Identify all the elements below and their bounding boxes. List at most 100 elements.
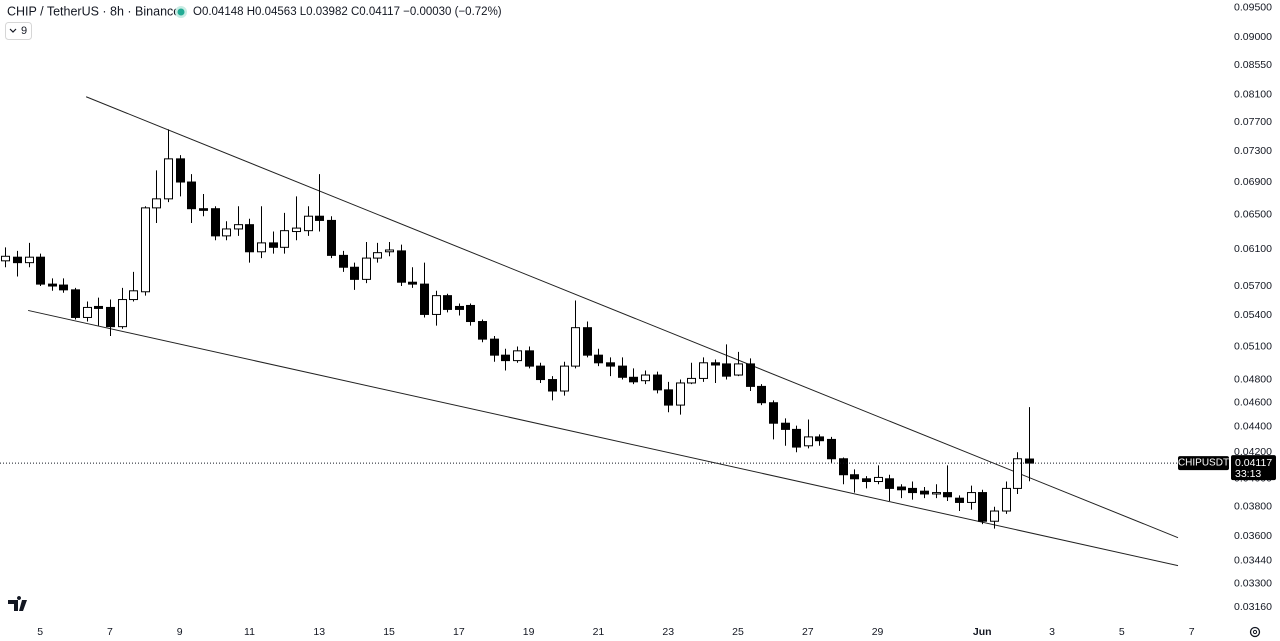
candle-body xyxy=(397,250,406,283)
candle-body xyxy=(25,256,34,264)
y-tick-label: 0.03800 xyxy=(1234,500,1272,512)
header: CHIP / TetherUS · 8h · Binance O0.04148 … xyxy=(5,4,502,40)
y-tick-label: 0.06500 xyxy=(1234,208,1272,220)
x-tick-label: 7 xyxy=(1189,626,1195,638)
candle-body xyxy=(443,295,452,310)
y-tick-label: 0.07300 xyxy=(1234,145,1272,157)
indicators-count: 9 xyxy=(21,25,27,37)
candle-body xyxy=(618,365,627,378)
indicators-button[interactable] xyxy=(5,22,32,40)
candle-body xyxy=(606,362,615,367)
x-tick-label: 21 xyxy=(593,626,605,638)
candle-body xyxy=(839,458,848,476)
y-tick-label: 0.03300 xyxy=(1234,577,1272,589)
tradingview-logo[interactable] xyxy=(8,596,27,611)
candle-body xyxy=(676,382,685,406)
symbol-label-box xyxy=(1178,456,1229,471)
candle-body xyxy=(385,249,394,253)
y-tick-label: 0.09500 xyxy=(1234,2,1272,14)
y-tick-label: 0.04600 xyxy=(1234,397,1272,409)
candle-body xyxy=(269,242,278,248)
candle-body xyxy=(455,305,464,310)
candle-body xyxy=(629,376,638,383)
candle-body xyxy=(466,304,475,323)
candle-body xyxy=(339,254,348,268)
candle-body xyxy=(292,227,301,233)
settings-button[interactable] xyxy=(1249,626,1261,638)
x-tick-label: 5 xyxy=(37,626,43,638)
candle-body xyxy=(245,224,254,253)
candle-body xyxy=(513,350,522,362)
candle-body xyxy=(967,492,976,503)
gear-center xyxy=(1252,629,1258,635)
candle-body xyxy=(176,158,185,183)
price-label-box xyxy=(1231,455,1276,481)
candle-body xyxy=(36,256,45,285)
logo-mark xyxy=(8,596,27,611)
candle-body xyxy=(943,492,952,498)
candle-body xyxy=(234,224,243,230)
y-tick-label: 0.03160 xyxy=(1234,601,1272,613)
candle-body xyxy=(257,242,266,253)
candle-body xyxy=(304,215,313,232)
trendline xyxy=(28,309,1179,567)
candle-body xyxy=(501,354,510,362)
symbol-label: CHIPUSDT xyxy=(1178,458,1229,469)
candle-body xyxy=(815,436,824,442)
candle-body xyxy=(211,208,220,237)
y-tick-label: 0.04400 xyxy=(1234,421,1272,433)
candle-body xyxy=(13,256,22,264)
y-tick-label: 0.06900 xyxy=(1234,176,1272,188)
candle-body xyxy=(897,486,906,491)
x-tick-label: 7 xyxy=(107,626,113,638)
candle-body xyxy=(71,289,80,318)
y-tick-label: 0.07700 xyxy=(1234,116,1272,128)
x-tick-label: 25 xyxy=(732,626,744,638)
candle-body xyxy=(548,379,557,392)
candle-body xyxy=(373,252,382,259)
x-tick-label: 13 xyxy=(313,626,325,638)
x-tick-label: 19 xyxy=(523,626,535,638)
gear-icon xyxy=(1249,626,1261,638)
candle-body xyxy=(222,228,231,237)
candle-body xyxy=(315,215,324,221)
candle-body xyxy=(362,257,371,280)
candle-body xyxy=(571,327,580,367)
candle-body xyxy=(908,487,917,494)
x-tick-label: 9 xyxy=(177,626,183,638)
candle-body xyxy=(862,478,871,483)
price-label: 0.04117 xyxy=(1235,457,1272,469)
candle-body xyxy=(978,492,987,522)
candle-body xyxy=(594,354,603,364)
candle-body xyxy=(327,219,336,256)
status-dot[interactable] xyxy=(177,8,185,16)
candle-body xyxy=(769,402,778,424)
candle-body xyxy=(1,255,10,262)
candle-body xyxy=(141,207,150,293)
x-tick-label: 23 xyxy=(662,626,674,638)
candle-body xyxy=(687,377,696,384)
candle-body xyxy=(699,362,708,379)
candle-body xyxy=(478,321,487,340)
candle-body xyxy=(350,266,359,280)
x-tick-label: Jun xyxy=(973,626,992,638)
y-tick-label: 0.08550 xyxy=(1234,59,1272,71)
y-tick-label: 0.06100 xyxy=(1234,243,1272,255)
candle-body xyxy=(583,327,592,356)
candle-body xyxy=(664,389,673,406)
countdown-label: 33:13 xyxy=(1235,468,1261,480)
trendline xyxy=(85,96,1179,539)
candle-body xyxy=(59,284,68,291)
chart-title: CHIP / TetherUS · 8h · Binance xyxy=(7,4,180,18)
candle-body xyxy=(83,306,92,318)
y-tick-label: 0.05400 xyxy=(1234,309,1272,321)
candle-body xyxy=(641,374,650,382)
y-tick-label: 0.09000 xyxy=(1234,31,1272,43)
candle-body xyxy=(757,385,766,404)
candle-body xyxy=(734,363,743,376)
candle-body xyxy=(152,198,161,209)
candle-body xyxy=(711,362,720,366)
candle-body xyxy=(187,181,196,210)
candle-body xyxy=(432,295,441,315)
candle-body xyxy=(106,306,115,328)
